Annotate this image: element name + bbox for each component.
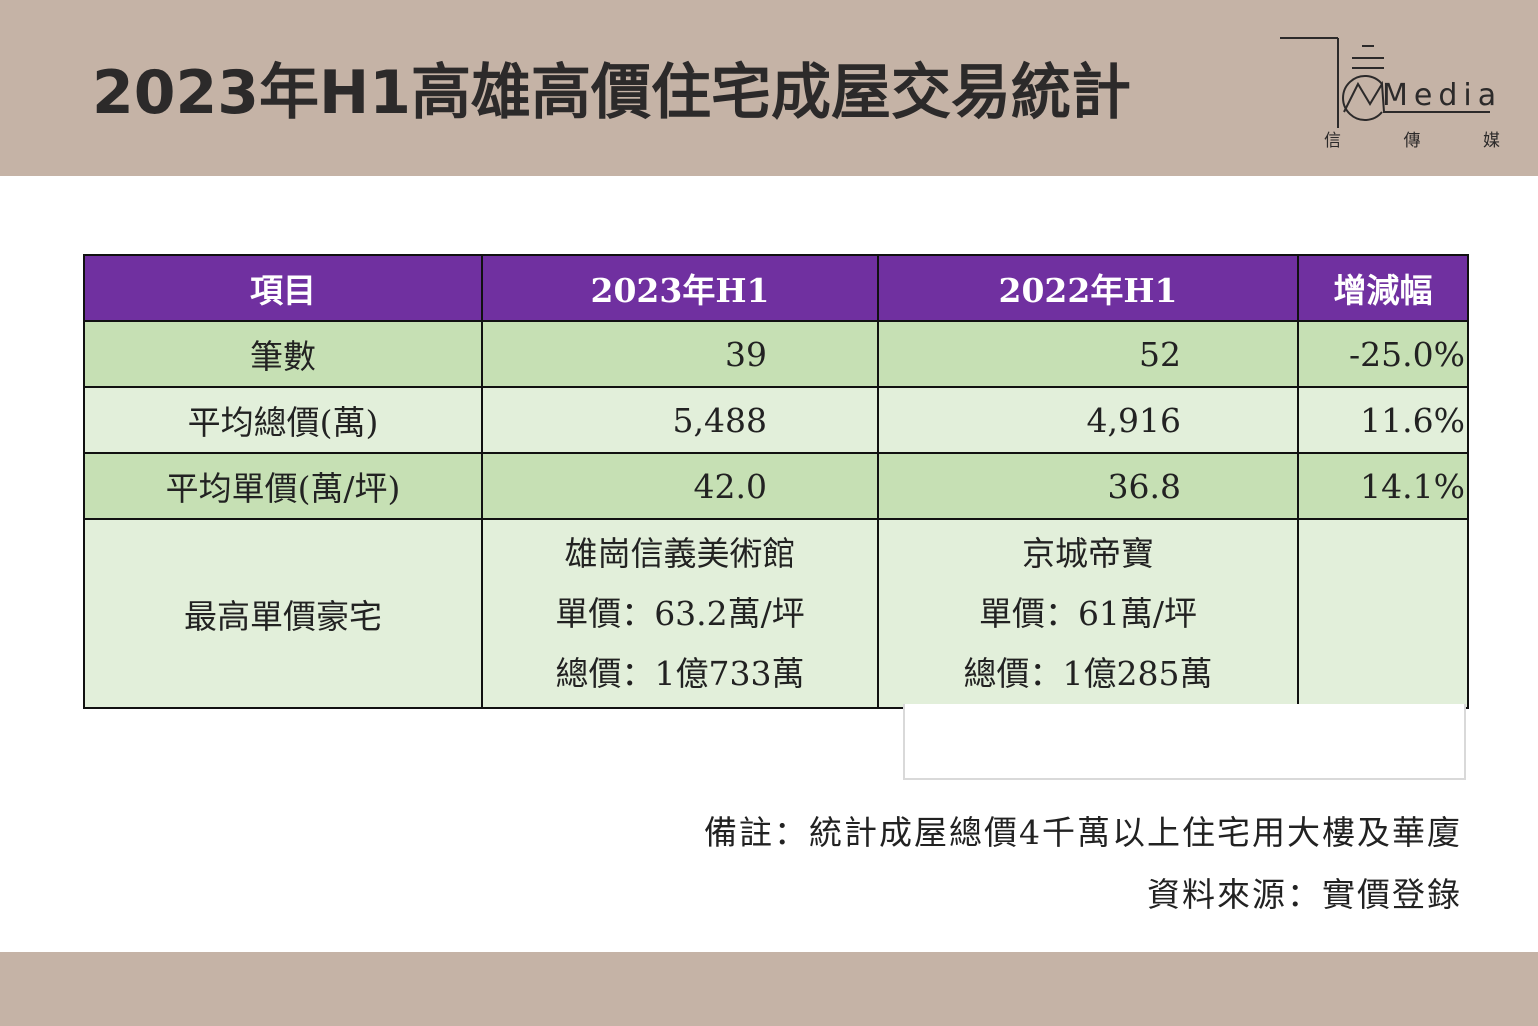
row-label: 平均總價(萬) [83,386,483,454]
media-logo: Media 信 傳 媒 [1278,34,1508,154]
table-row-top-property: 最高單價豪宅 雄崗信義美術館 單價：63.2萬/坪 總價：1億733萬 京城帝寶… [83,518,1469,709]
col-header-change: 增減幅 [1297,254,1469,322]
property-unit-price: 單價：63.2萬/坪 [555,593,805,633]
value-2022: 4,916 [877,386,1299,454]
value-change: 14.1% [1297,452,1469,520]
value-change: 11.6% [1297,386,1469,454]
table-row: 平均總價(萬) 5,488 4,916 11.6% [83,386,1469,454]
table-row: 筆數 39 52 -25.0% [83,320,1469,388]
table-row: 平均單價(萬/坪) 42.0 36.8 14.1% [83,452,1469,520]
property-total-price: 總價：1億285萬 [963,653,1213,693]
top-property-2023: 雄崗信義美術館 單價：63.2萬/坪 總價：1億733萬 [481,518,879,709]
stats-table: 項目 2023年H1 2022年H1 增減幅 筆數 39 52 -25.0% 平… [83,254,1469,709]
value-change [1297,518,1469,709]
empty-box [903,704,1466,780]
logo-wordmark: Media [1382,78,1503,113]
page-title: 2023年H1高雄高價住宅成屋交易統計 [92,58,1131,128]
value-2022: 52 [877,320,1299,388]
row-label: 筆數 [83,320,483,388]
property-name: 雄崗信義美術館 [564,533,796,573]
value-2023: 39 [481,320,879,388]
row-label: 平均單價(萬/坪) [83,452,483,520]
row-label: 最高單價豪宅 [83,518,483,709]
value-2023: 5,488 [481,386,879,454]
col-header-2023: 2023年H1 [481,254,879,322]
source-note: 資料來源：實價登錄 [1147,875,1462,914]
col-header-2022: 2022年H1 [877,254,1299,322]
header-band [0,0,1538,176]
value-change: -25.0% [1297,320,1469,388]
property-total-price: 總價：1億733萬 [555,653,805,693]
col-header-item: 項目 [83,254,483,322]
table-header-row: 項目 2023年H1 2022年H1 增減幅 [83,254,1469,322]
value-2022: 36.8 [877,452,1299,520]
logo-subtitle: 信 傳 媒 [1324,131,1500,151]
value-2023: 42.0 [481,452,879,520]
logo-mark-icon [1280,37,1490,128]
property-name: 京城帝寶 [1022,533,1154,573]
top-property-2022: 京城帝寶 單價：61萬/坪 總價：1億285萬 [877,518,1299,709]
property-unit-price: 單價：61萬/坪 [978,593,1198,633]
remark-note: 備註：統計成屋總價4千萬以上住宅用大樓及華廈 [704,813,1462,852]
footer-band [0,952,1538,1026]
